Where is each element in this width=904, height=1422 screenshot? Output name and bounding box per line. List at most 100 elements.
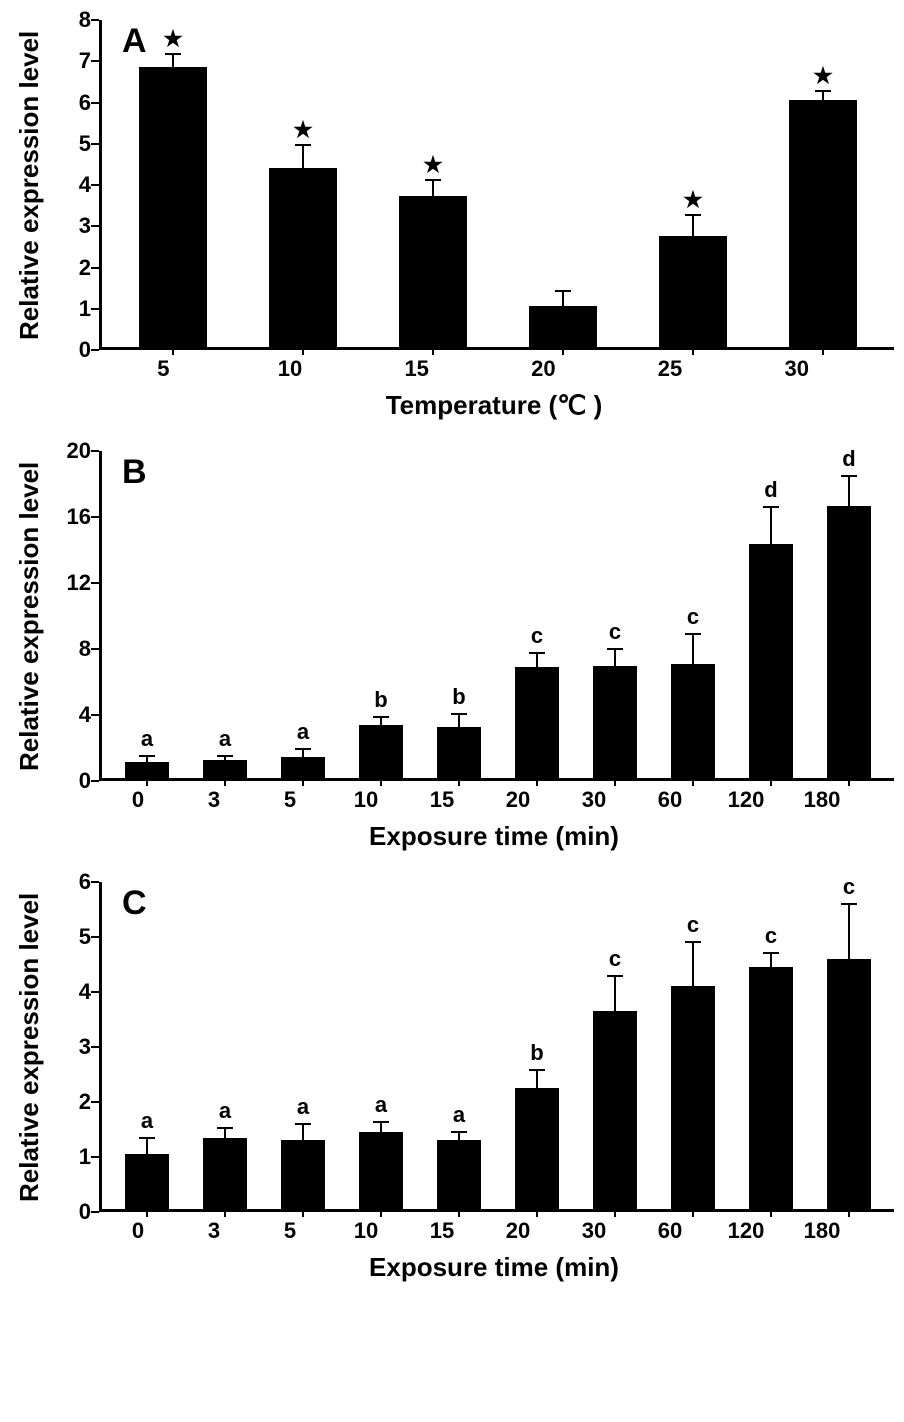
sig-letter: d [842,446,855,472]
xtick-mark [432,347,434,355]
star-icon: ★ [423,154,443,176]
error-bar [458,1132,460,1140]
error-bar [302,145,304,168]
panel-b-xlabel: Exposure time (min) [94,821,894,852]
error-bar [536,653,538,667]
panel-c-below: 0351015203060120180 Exposure time (min) [10,1212,894,1283]
xtick-mark [536,1209,538,1217]
ytick-label: 5 [79,924,91,950]
ytick-mark [91,349,99,351]
bar-slot: a [186,451,264,778]
ytick-mark [91,102,99,104]
bar-slot: c [576,451,654,778]
ytick-mark [91,1156,99,1158]
sig-letter: a [141,726,153,752]
bar [359,725,404,778]
bar [659,236,728,347]
ytick-mark [91,991,99,993]
xtick-mark [562,347,564,355]
sig-letter: c [687,912,699,938]
bar-slot [498,20,628,347]
error-bar [770,953,772,967]
ytick-mark [91,60,99,62]
sig-letter: a [219,1098,231,1124]
sig-letter: c [765,923,777,949]
xtick-mark [302,778,304,786]
error-bar [848,476,850,506]
bar [281,1140,326,1209]
ytick-label: 16 [67,504,91,530]
ytick-label: 0 [79,337,91,363]
error-bar [380,1122,382,1132]
bar-slot: a [264,451,342,778]
panel-c-ylabel: Relative expression level [10,882,49,1212]
sig-letter: a [297,719,309,745]
ytick-label: 5 [79,131,91,157]
xtick-label: 0 [100,781,176,813]
xtick-mark [692,778,694,786]
sig-letter: b [374,687,387,713]
ytick-label: 8 [79,636,91,662]
bar-slot: c [498,451,576,778]
xtick-mark [302,1209,304,1217]
panel-a-plot: A ★★★★★ [99,20,894,350]
ytick-label: 4 [79,172,91,198]
ytick-mark [91,516,99,518]
bar [789,100,858,348]
bar [515,667,560,778]
bar [827,506,872,778]
panel-a: Relative expression level 012345678 A ★★… [10,20,894,421]
bar-slot: ★ [238,20,368,347]
bar-slot: b [420,451,498,778]
bar [749,967,794,1209]
figure: Relative expression level 012345678 A ★★… [0,0,904,1323]
panel-c-xticks: 0351015203060120180 [94,1212,866,1244]
xtick-mark [458,778,460,786]
bar [529,306,598,347]
xtick-mark [848,1209,850,1217]
ytick-label: 2 [79,1089,91,1115]
panel-b-plotwrap: Relative expression level 048121620 B aa… [10,451,894,781]
error-bar [536,1070,538,1088]
bar [671,664,716,778]
bar-slot: b [342,451,420,778]
bar [359,1132,404,1209]
panel-b-bars: aaabbcccdd [102,451,894,778]
xtick-label: 5 [100,350,227,382]
panel-b-ylabel: Relative expression level [10,451,49,781]
bar-slot: ★ [758,20,888,347]
ytick-mark [91,143,99,145]
xtick-label: 30 [556,781,632,813]
xtick-mark [224,1209,226,1217]
xtick-mark [614,778,616,786]
xtick-mark [146,778,148,786]
xtick-label: 25 [607,350,734,382]
bar [593,666,638,778]
panel-a-xlabel: Temperature (℃ ) [94,390,894,421]
xtick-mark [848,778,850,786]
ytick-label: 20 [67,438,91,464]
ytick-mark [91,19,99,21]
xtick-mark [692,347,694,355]
ytick-mark [91,648,99,650]
xtick-label: 15 [353,350,480,382]
star-icon: ★ [683,189,703,211]
xtick-label: 20 [480,781,556,813]
error-bar [146,756,148,762]
bar [125,762,170,779]
ytick-mark [91,184,99,186]
xtick-label: 60 [632,781,708,813]
sig-letter: a [219,726,231,752]
bar-slot: ★ [108,20,238,347]
ytick-label: 6 [79,90,91,116]
bar-slot: ★ [628,20,758,347]
xtick-label: 120 [708,1212,784,1244]
ytick-mark [91,714,99,716]
error-bar [172,54,174,66]
sig-letter: c [609,619,621,645]
sig-letter: a [375,1092,387,1118]
panel-b-below: 0351015203060120180 Exposure time (min) [10,781,894,852]
panel-a-yaxis: 012345678 [49,20,99,350]
bar [203,760,248,778]
xtick-mark [822,347,824,355]
